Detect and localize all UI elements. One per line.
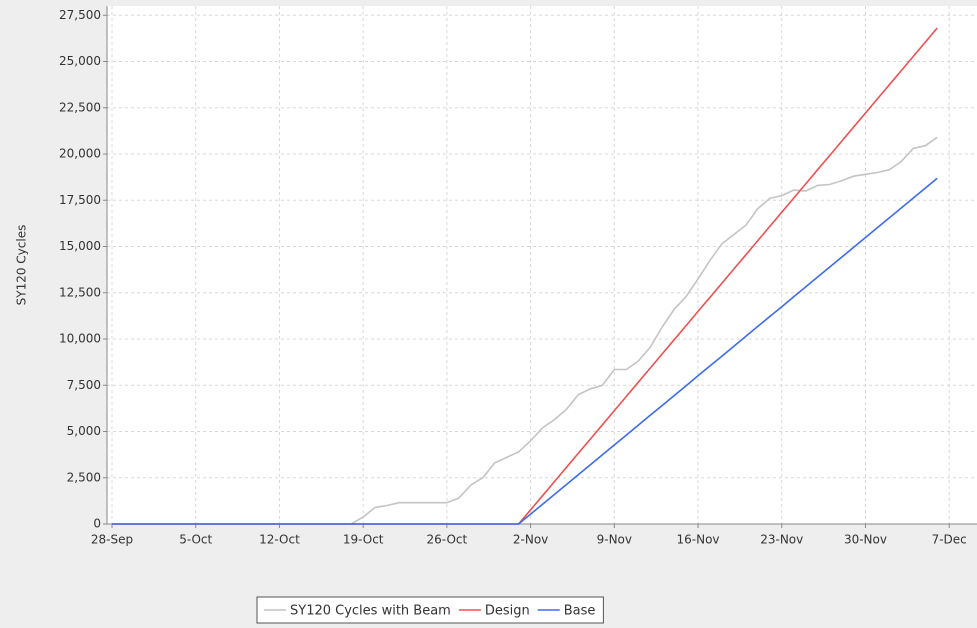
y-tick-label: 2,500 [67,470,101,484]
plot-area [107,6,977,524]
y-tick-label: 5,000 [67,424,101,438]
x-tick-label: 23-Nov [760,533,803,547]
y-tick-label: 0 [93,517,101,531]
series-line [112,177,938,525]
y-tick-label: 15,000 [59,239,101,253]
y-tick-label: 22,500 [59,100,101,114]
y-axis-label: SY120 Cycles [15,225,29,306]
x-tick-label: 9-Nov [597,533,632,547]
y-tick-label: 20,000 [59,147,101,161]
y-tick-label: 10,000 [59,332,101,346]
legend-label: SY120 Cycles with Beam [290,604,451,619]
y-tick-label: 17,500 [59,193,101,207]
y-tick-label: 12,500 [59,285,101,299]
x-tick-label: 12-Oct [259,533,300,547]
x-tick-label: 7-Dec [932,533,967,547]
x-tick-label: 16-Nov [677,533,720,547]
x-tick-label: 19-Oct [343,533,384,547]
y-tick-label: 25,000 [59,54,101,68]
x-tick-label: 2-Nov [513,533,548,547]
legend-label: Base [564,604,596,619]
x-tick-label: 28-Sep [91,533,133,547]
x-tick-label: 30-Nov [844,533,887,547]
x-tick-label: 5-Oct [179,533,212,547]
x-tick-label: 26-Oct [427,533,468,547]
y-tick-label: 27,500 [59,8,101,22]
legend-label: Design [485,604,530,619]
y-tick-label: 7,500 [67,378,101,392]
